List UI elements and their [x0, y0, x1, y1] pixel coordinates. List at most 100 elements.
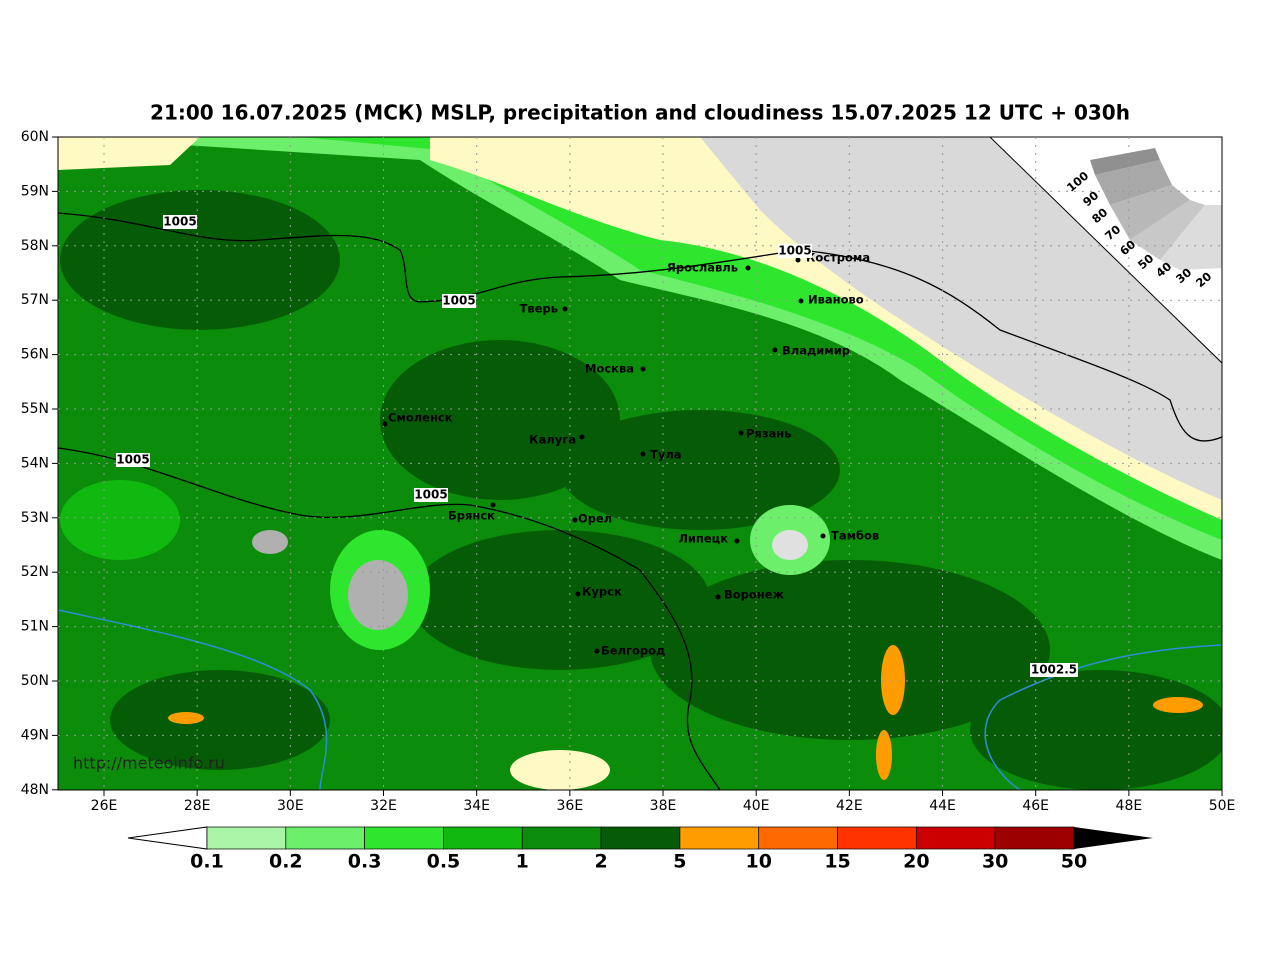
isobar-label-text: 1005 [116, 453, 149, 467]
colorbar-bin [285, 826, 365, 850]
lat-label: 58N [21, 238, 49, 254]
isobar-label: 1005 [442, 294, 476, 308]
isobar-label-text: 1005 [163, 215, 196, 229]
lat-label: 52N [21, 564, 49, 580]
city-dot [745, 265, 751, 271]
colorbar-label: 5 [673, 851, 686, 873]
colorbar-label: 15 [824, 851, 850, 873]
colorbar-label: 0.3 [348, 851, 382, 873]
city-dot [594, 648, 600, 654]
city-dot [640, 451, 646, 457]
city-label: Липецк [678, 532, 728, 546]
city-dot [572, 517, 578, 523]
isobar-label-text: 1002.5 [1031, 663, 1077, 677]
lat-label: 54N [21, 455, 49, 471]
lon-label: 38E [650, 798, 677, 814]
lat-label: 60N [21, 129, 49, 145]
isobar-label-text: 1005 [442, 294, 475, 308]
lat-label: 51N [21, 619, 49, 635]
city-dot [640, 366, 646, 372]
isobar-label: 1002.5 [1030, 663, 1078, 677]
isobar-label-bg [414, 488, 448, 502]
colorbar-bin [916, 826, 996, 850]
colorbar-bin [837, 826, 917, 850]
colorbar-label: 50 [1061, 851, 1087, 873]
city-label: Курск [582, 585, 622, 599]
lat-label: 56N [21, 347, 49, 363]
city-label: Белгород [601, 644, 665, 658]
colorbar-bin [600, 826, 681, 850]
colorbar-label: 0.1 [190, 851, 224, 873]
isobar-label-bg [116, 453, 150, 467]
city-label: Орел [578, 512, 612, 526]
lon-label: 30E [277, 798, 304, 814]
isobar-label: 1005 [163, 215, 197, 229]
lon-label: 44E [929, 798, 956, 814]
isobar-label: 1005 [778, 244, 812, 258]
lat-label: 55N [21, 401, 49, 417]
colorbar-label: 20 [903, 851, 929, 873]
city-label: Рязань [746, 427, 791, 441]
city-dot [738, 430, 744, 436]
lat-label: 59N [21, 183, 49, 199]
lat-label: 57N [21, 292, 49, 308]
isobar-label-bg [163, 215, 197, 229]
lon-label: 40E [743, 798, 770, 814]
lat-label: 50N [21, 673, 49, 689]
colorbar-bin [364, 826, 444, 850]
isobar-label: 1005 [116, 453, 150, 467]
city-label: Москва [585, 362, 634, 376]
title: 21:00 16.07.2025 (МСК) MSLP, precipitati… [150, 101, 1130, 125]
city-dot [734, 538, 740, 544]
lon-label: 36E [557, 798, 584, 814]
lon-label: 28E [184, 798, 211, 814]
lon-label: 32E [370, 798, 397, 814]
city-dot [579, 434, 585, 440]
city-dot [820, 533, 826, 539]
colorbar-bin [206, 826, 287, 850]
city-label: Кострома [806, 251, 870, 265]
colorbar-label: 2 [594, 851, 607, 873]
colorbar-label: 0.5 [427, 851, 461, 873]
lat-label: 53N [21, 510, 49, 526]
watermark: http://meteoinfo.ru [73, 754, 225, 773]
city-dot [772, 347, 778, 353]
lon-label: 42E [836, 798, 863, 814]
lon-label: 46E [1022, 798, 1049, 814]
city-dot [798, 298, 804, 304]
city-label: Тула [650, 448, 682, 462]
city-dot [715, 594, 721, 600]
isobar-label: 1005 [414, 488, 448, 502]
city-label: Воронеж [724, 588, 785, 602]
colorbar-bin [994, 826, 1075, 850]
lon-label: 48E [1116, 798, 1143, 814]
lon-label: 34E [463, 798, 490, 814]
colorbar-label: 1 [516, 851, 529, 873]
isobar-label-bg [778, 244, 812, 258]
isobar-label-bg [442, 294, 476, 308]
colorbar-bin [758, 826, 838, 850]
city-dot [795, 257, 801, 263]
isobar-label-text: 1005 [414, 488, 447, 502]
isobar-label-text: 1005 [778, 244, 811, 258]
city-label: Брянск [448, 509, 495, 523]
city-dot [562, 306, 568, 312]
city-dot [490, 502, 496, 508]
colorbar: 0.1 0.2 0.3 0.5 1 2 5 10 15 20 30 50 [127, 826, 1153, 873]
city-label: Тамбов [831, 529, 879, 543]
city-label: Владимир [782, 344, 850, 358]
city-label: Калуга [529, 433, 576, 447]
isobar-label-bg [1030, 663, 1078, 677]
lon-label: 26E [91, 798, 118, 814]
city-dot [382, 421, 388, 427]
colorbar-bin [521, 826, 602, 850]
city-label: Ярославль [667, 261, 738, 275]
colorbar-label: 30 [982, 851, 1008, 873]
colorbar-label: 10 [746, 851, 772, 873]
city-label: Смоленск [388, 411, 453, 425]
city-dot [575, 591, 581, 597]
lon-label: 50E [1209, 798, 1236, 814]
lat-label: 48N [21, 782, 49, 798]
colorbar-bin [443, 826, 523, 850]
